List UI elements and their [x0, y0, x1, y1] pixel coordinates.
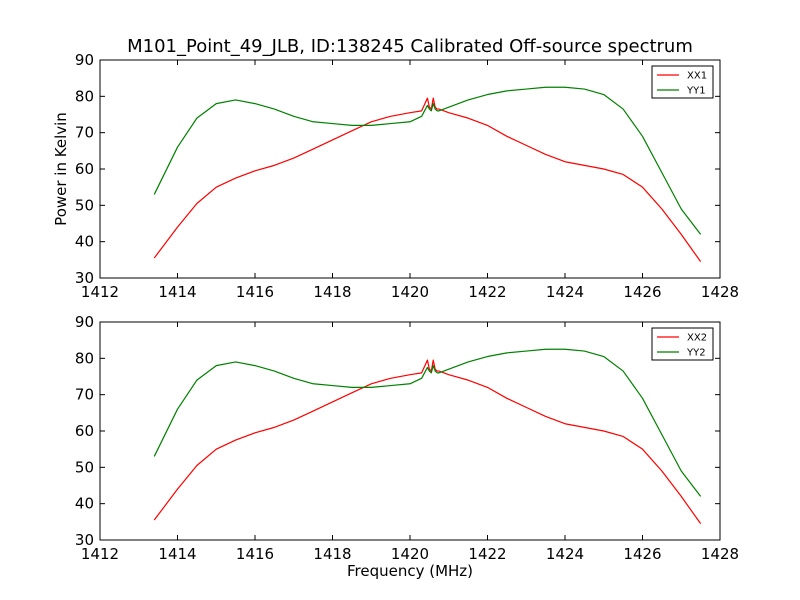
y-tick-label: 50: [75, 196, 94, 214]
x-tick-label: 1420: [391, 545, 429, 563]
y-tick-label: 70: [75, 386, 94, 404]
x-tick-label: 1420: [391, 283, 429, 301]
top-panel: 1412 1414 1416 1418 1420 1422 1424 1426 1428 30 40…: [52, 36, 739, 301]
x-tick-label: 1422: [468, 283, 506, 301]
legend-label-xx1: XX1: [687, 71, 707, 82]
x-tick-label: 1416: [236, 283, 274, 301]
legend-label-yy2: YY2: [686, 348, 706, 359]
series-line-xx2: [153, 359, 702, 524]
y-tick-label: 70: [75, 124, 94, 142]
y-tick-label: 50: [75, 458, 94, 476]
x-tick-label: 1428: [701, 545, 739, 563]
x-tick-label: 1424: [546, 283, 584, 301]
x-tick-label: 1418: [313, 545, 351, 563]
y-tick-label: 80: [75, 87, 94, 105]
plot-area: [100, 322, 720, 540]
y-tick-label: 90: [75, 51, 94, 69]
legend-label-xx2: XX2: [687, 333, 707, 344]
legend-box: [651, 327, 714, 361]
x-tick-label: 1426: [623, 283, 661, 301]
y-tick-label: 40: [75, 233, 94, 251]
y-tick-label: 90: [75, 313, 94, 331]
y-tick-label: 80: [75, 349, 94, 367]
x-tick-label: 1418: [313, 283, 351, 301]
x-axis-label: Frequency (MHz): [347, 562, 473, 580]
x-tick-label: 1414: [158, 545, 196, 563]
series-line-yy2: [153, 348, 702, 497]
series-line-xx1: [153, 97, 702, 262]
series-line-yy1: [153, 86, 702, 235]
x-tick-label: 1416: [236, 545, 274, 563]
bottom-panel: 1412 1414 1416 1418 1420 1422 1424 1426 1428 30 40…: [75, 313, 739, 580]
x-tick-label: 1428: [701, 283, 739, 301]
y-tick-label: 30: [75, 269, 94, 287]
legend-box: [651, 65, 714, 99]
x-tick-label: 1424: [546, 545, 584, 563]
y-axis-label: Power in Kelvin: [52, 112, 70, 226]
x-tick-label: 1422: [468, 545, 506, 563]
chart-title: M101_Point_49_JLB, ID:138245 Calibrated …: [127, 36, 693, 57]
x-tick-label: 1426: [623, 545, 661, 563]
y-tick-label: 60: [75, 160, 94, 178]
x-tick-label: 1414: [158, 283, 196, 301]
plot-area: [100, 60, 720, 278]
x-tick-label: 1412: [81, 545, 119, 563]
y-tick-label: 40: [75, 495, 94, 513]
x-tick-label: 1412: [81, 283, 119, 301]
legend-label-yy1: YY1: [686, 86, 706, 97]
y-tick-label: 30: [75, 531, 94, 549]
y-tick-label: 60: [75, 422, 94, 440]
